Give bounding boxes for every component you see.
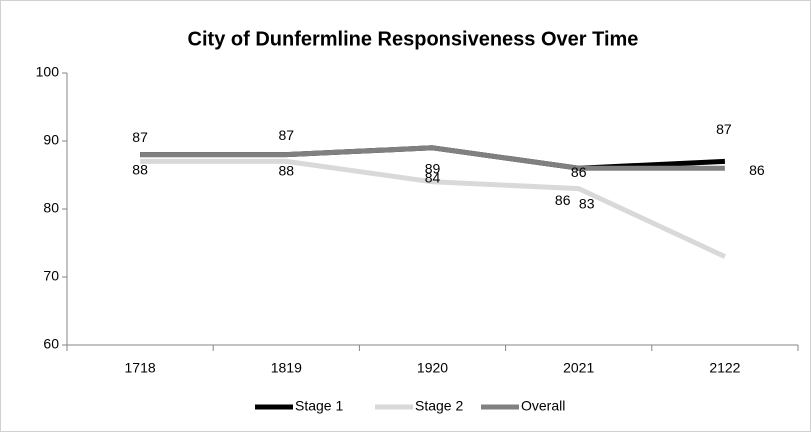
line-series [140,145,725,171]
data-label: 86 [749,162,765,178]
data-label: 83 [579,195,595,211]
data-label: 87 [132,129,148,145]
data-label: 89 [425,161,441,177]
x-tick-label: 1920 [417,360,448,376]
data-label: 88 [132,161,148,177]
x-tick-label: 1718 [125,360,156,376]
y-tick-label: 100 [36,64,60,80]
data-label: 84 [425,170,441,186]
y-tick-label: 70 [43,268,59,284]
data-label: 87 [279,127,295,143]
chart-title: City of Dunfermline Responsiveness Over … [188,28,639,50]
line-series [140,158,726,259]
x-tick-label: 2122 [709,360,740,376]
data-label: 87 [716,121,732,137]
x-tick-label: 2021 [563,360,594,376]
y-tick-label: 60 [43,336,59,352]
data-label: 86 [571,164,587,180]
data-label: 88 [279,162,295,178]
y-tick-label: 80 [43,200,59,216]
legend-label: Stage 2 [415,398,463,414]
y-tick-label: 90 [43,132,59,148]
data-label: 86 [555,192,571,208]
legend-label: Overall [521,398,565,414]
legend-label: Stage 1 [295,398,343,414]
x-tick-label: 1819 [271,360,302,376]
